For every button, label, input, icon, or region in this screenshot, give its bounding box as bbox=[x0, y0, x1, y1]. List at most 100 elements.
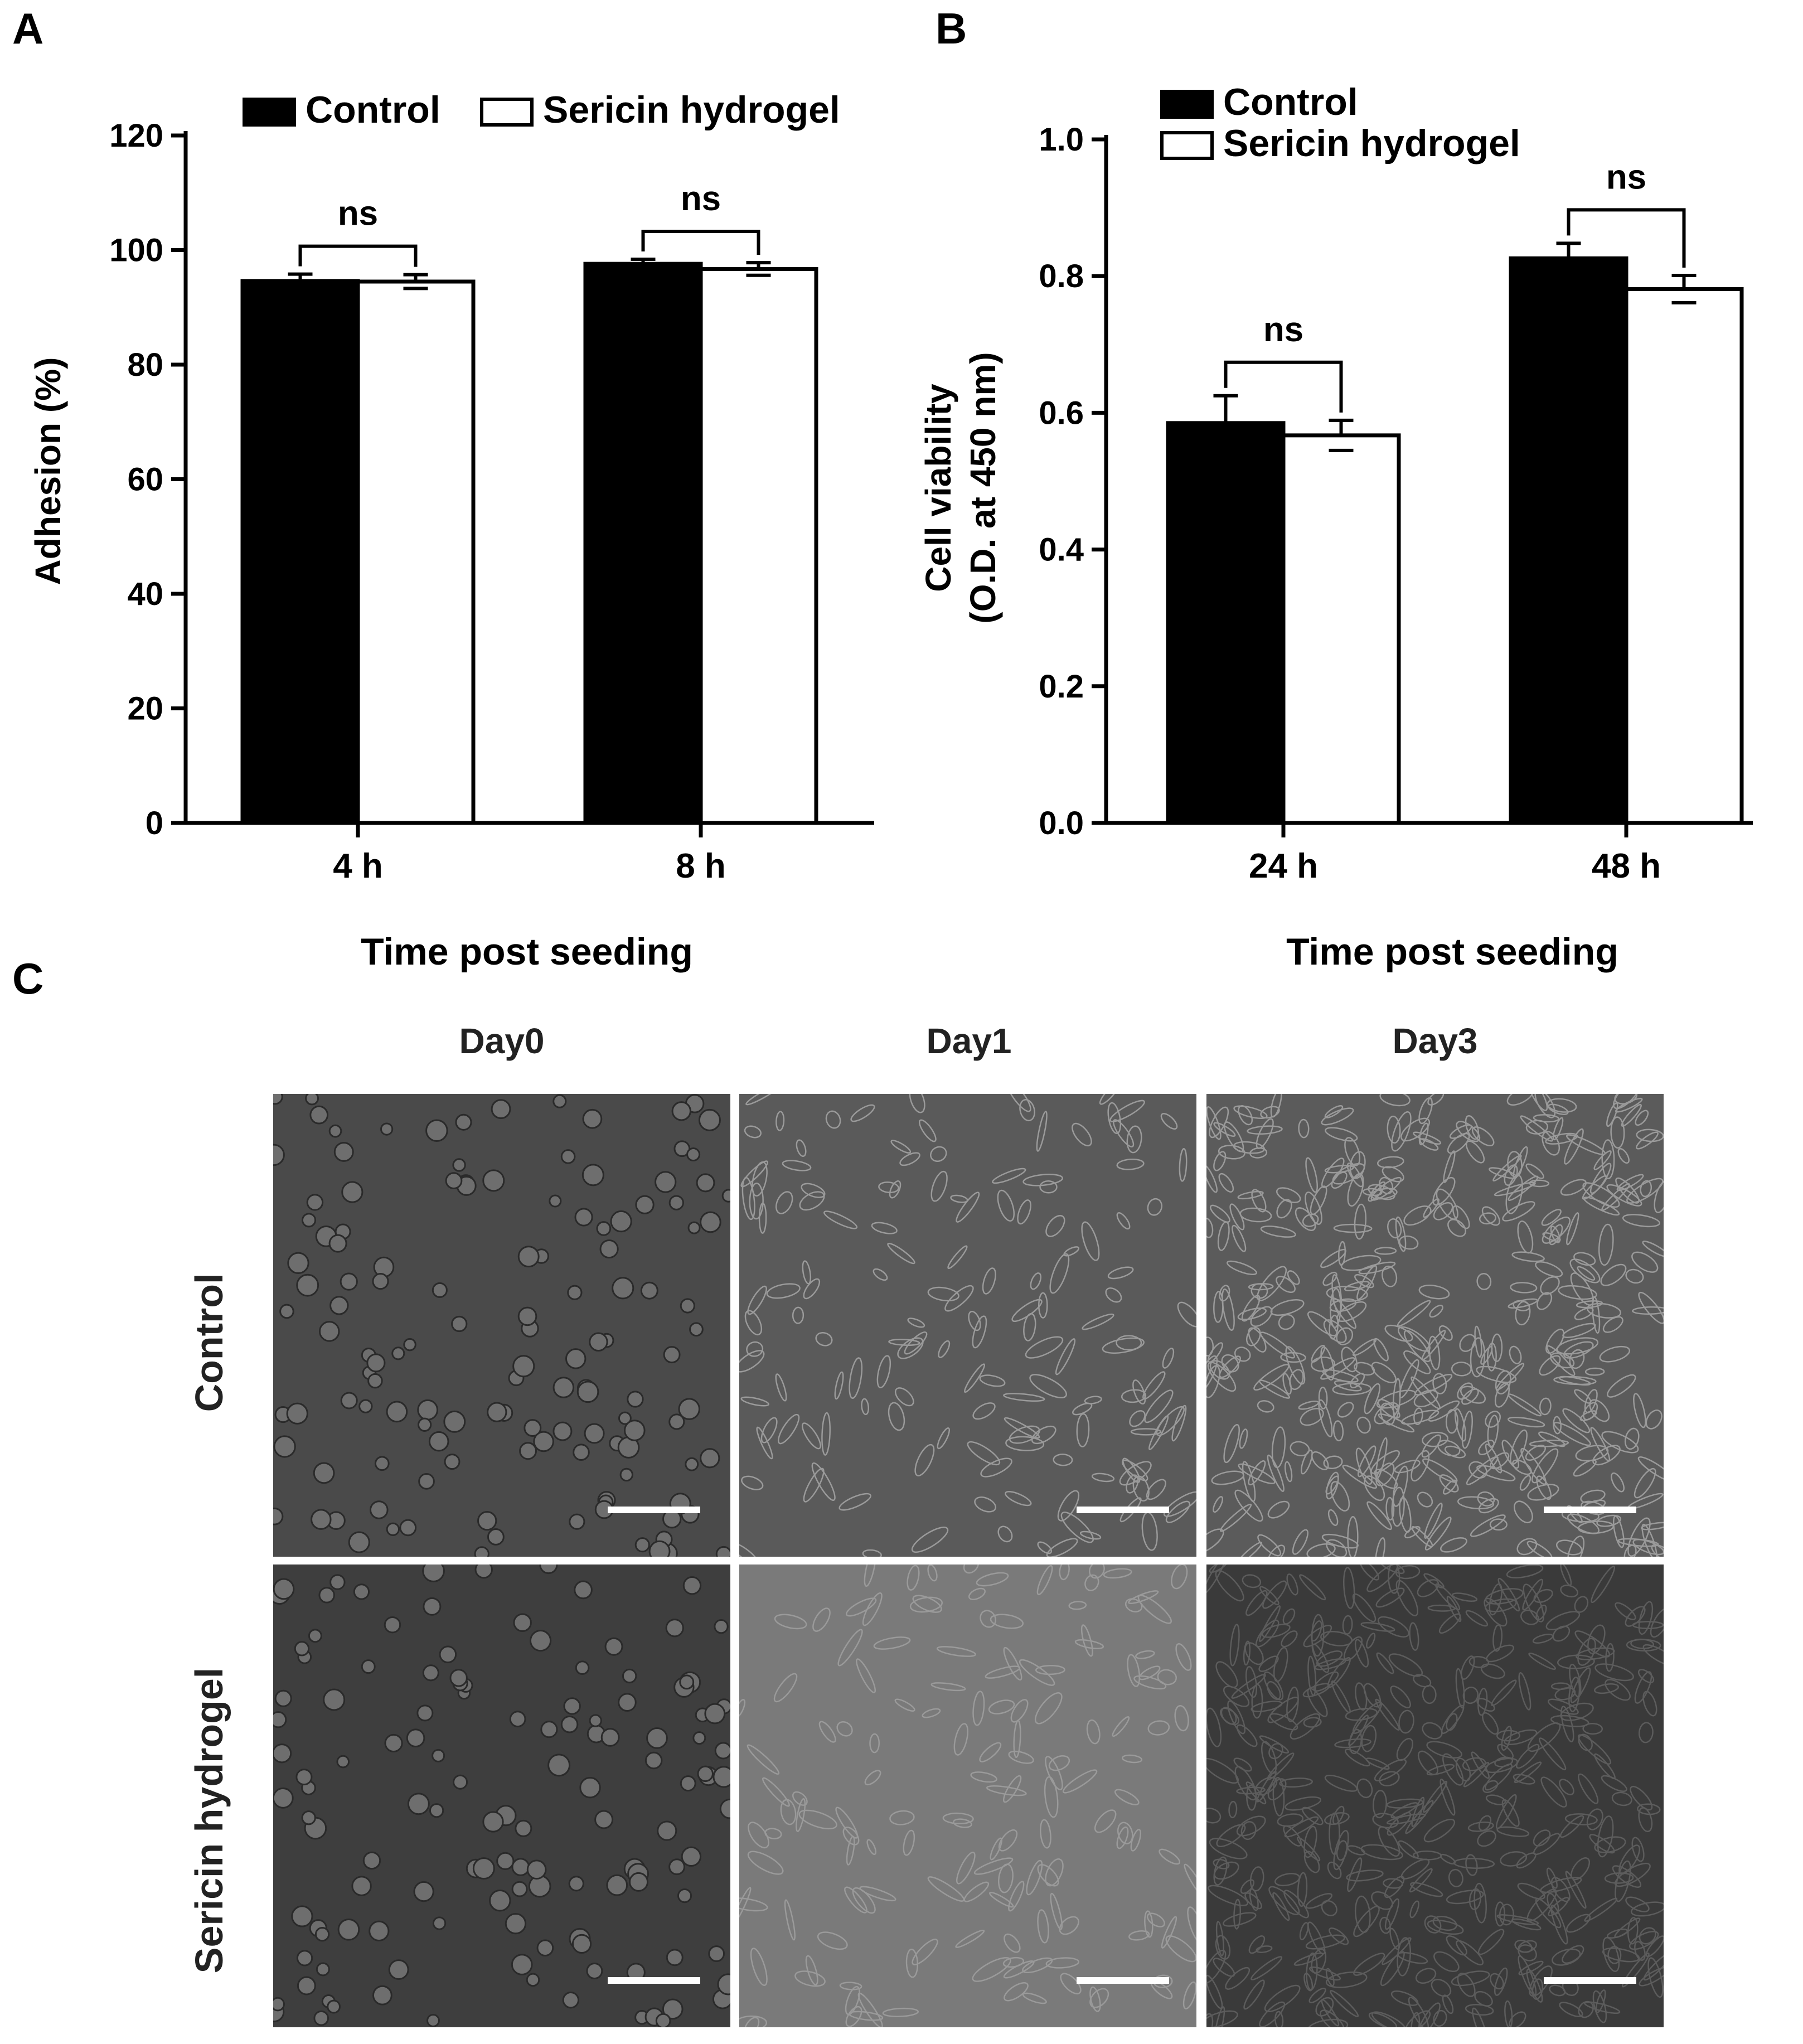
cell-spread bbox=[1422, 1431, 1448, 1447]
cell-spread bbox=[1053, 1454, 1073, 1466]
cell-spread bbox=[1595, 1989, 1606, 2013]
cell-spread bbox=[1598, 1223, 1614, 1266]
cell-round bbox=[560, 1715, 579, 1733]
cell-spread bbox=[1446, 1596, 1462, 1622]
cell-spread bbox=[1593, 1150, 1612, 1170]
cell-spread bbox=[1305, 1893, 1332, 1909]
cell-spread bbox=[1223, 1423, 1240, 1464]
cell-spread bbox=[1630, 1901, 1664, 1917]
micrograph-background bbox=[739, 1565, 1196, 2027]
cell-spread bbox=[1039, 1819, 1051, 1849]
cell-spread bbox=[1624, 1427, 1640, 1450]
cell-spread bbox=[1245, 1326, 1261, 1346]
cell-spread bbox=[811, 1462, 836, 1501]
cell-spread bbox=[1423, 1198, 1440, 1218]
cell-spread bbox=[1542, 1131, 1560, 1156]
cell-spread bbox=[1216, 1824, 1246, 1848]
cell-spread bbox=[1378, 1413, 1415, 1433]
cell-round bbox=[340, 1272, 358, 1291]
cell-spread bbox=[1171, 1404, 1187, 1442]
cell-spread bbox=[1277, 1813, 1304, 1827]
cell-spread bbox=[1559, 2002, 1583, 2017]
cell-spread bbox=[739, 1897, 768, 1912]
cell-round bbox=[567, 1285, 583, 1300]
cell-round bbox=[487, 1528, 505, 1546]
cell-spread bbox=[1347, 1515, 1359, 1557]
cell-spread bbox=[1397, 1300, 1431, 1327]
cell-round bbox=[273, 1787, 294, 1809]
cell-spread bbox=[1535, 1261, 1563, 1277]
cell-round bbox=[358, 1399, 373, 1413]
cell-spread bbox=[744, 2017, 760, 2027]
cell-round bbox=[704, 1703, 726, 1725]
cell-spread bbox=[1482, 1712, 1499, 1735]
cell-spread bbox=[873, 1636, 911, 1650]
cell-spread bbox=[1236, 1786, 1266, 1795]
cell-spread bbox=[1293, 1952, 1324, 1966]
cell-spread bbox=[1481, 1206, 1500, 1226]
cell-spread bbox=[997, 1525, 1013, 1543]
cell-spread bbox=[1323, 1455, 1343, 1470]
cell-spread bbox=[1527, 1094, 1548, 1111]
cell-round bbox=[584, 1423, 605, 1444]
cell-spread bbox=[1426, 1764, 1455, 1776]
cell-round bbox=[589, 1714, 602, 1727]
cell-spread bbox=[1431, 1979, 1452, 1997]
cell-spread bbox=[741, 1475, 764, 1490]
bar-sericin-hydrogel bbox=[356, 279, 476, 825]
cell-spread bbox=[784, 1899, 796, 1941]
cell-spread bbox=[1615, 1860, 1631, 1902]
cell-spread bbox=[1337, 1402, 1354, 1418]
cell-spread bbox=[1380, 1951, 1405, 1987]
cell-round bbox=[719, 1798, 730, 1819]
cell-spread bbox=[1238, 1105, 1253, 1126]
cell-round bbox=[569, 1513, 585, 1530]
cell-spread bbox=[1374, 1469, 1398, 1489]
cell-spread bbox=[979, 1742, 1002, 1762]
cell-spread bbox=[1325, 1127, 1358, 1142]
cell-round bbox=[594, 1810, 614, 1829]
cell-spread bbox=[1086, 1719, 1101, 1745]
cell-spread bbox=[1525, 1445, 1546, 1461]
cell-spread bbox=[1334, 1738, 1371, 1748]
cell-spread bbox=[1283, 1890, 1309, 1919]
cell-round bbox=[665, 1619, 684, 1638]
cell-spread bbox=[1606, 1102, 1618, 1127]
cell-round bbox=[717, 1973, 730, 1995]
cell-spread bbox=[864, 1770, 881, 1786]
cell-spread bbox=[1321, 1900, 1337, 1916]
cell-spread bbox=[1410, 1882, 1443, 1897]
scale-bar bbox=[1544, 1977, 1636, 1984]
cell-spread bbox=[889, 1180, 902, 1199]
cell-spread bbox=[1219, 1707, 1240, 1726]
cell-spread bbox=[911, 1527, 949, 1553]
cell-spread bbox=[1259, 1331, 1296, 1359]
cell-spread bbox=[1107, 1102, 1122, 1134]
cell-spread bbox=[1433, 2009, 1447, 2027]
cell-spread bbox=[1248, 1283, 1274, 1291]
y-tick-label: 80 bbox=[127, 347, 163, 383]
cell-spread bbox=[1606, 1184, 1642, 1207]
cell-round bbox=[388, 1959, 409, 1980]
cell-spread bbox=[1248, 1935, 1266, 1954]
cell-round bbox=[698, 1108, 721, 1131]
cell-spread bbox=[1374, 1759, 1407, 1781]
cell-spread bbox=[1215, 1661, 1238, 1688]
cell-spread bbox=[1471, 1751, 1490, 1779]
cell-spread bbox=[1627, 1517, 1651, 1557]
cell-spread bbox=[1344, 1748, 1370, 1767]
cell-spread bbox=[972, 1957, 1011, 1982]
cell-spread bbox=[1470, 1337, 1486, 1378]
cell-spread bbox=[1336, 1327, 1354, 1345]
cell-spread bbox=[1465, 1854, 1478, 1876]
cell-round bbox=[380, 1122, 394, 1136]
cell-spread bbox=[1248, 1327, 1267, 1353]
cell-spread bbox=[1213, 1291, 1224, 1323]
cell-spread bbox=[927, 1286, 959, 1302]
scale-bar bbox=[1077, 1977, 1169, 1984]
cell-spread bbox=[1647, 1957, 1664, 1998]
cell-spread bbox=[1600, 1263, 1627, 1286]
cell-spread bbox=[1520, 1447, 1547, 1485]
cell-spread bbox=[1250, 1306, 1273, 1327]
cell-spread bbox=[1303, 1973, 1314, 1992]
